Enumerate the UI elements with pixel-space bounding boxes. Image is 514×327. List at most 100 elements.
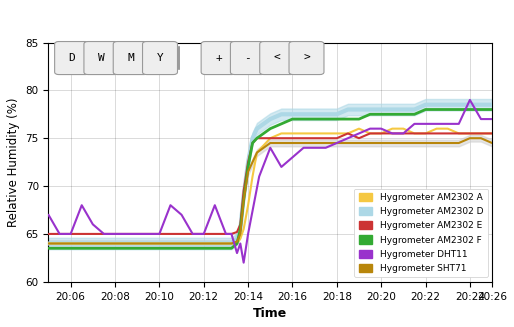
Hygrometer AM2302 F xyxy=(237,227,244,231)
Hygrometer AM2302 F xyxy=(249,141,255,145)
Hygrometer AM2302 E xyxy=(423,131,429,135)
Hygrometer AM2302 D xyxy=(289,112,296,116)
Hygrometer AM2302 E xyxy=(234,230,240,234)
Hygrometer SHT71 xyxy=(254,151,260,155)
Hygrometer AM2302 D xyxy=(112,242,118,246)
Hygrometer AM2302 D xyxy=(178,242,185,246)
Line: Hygrometer SHT71: Hygrometer SHT71 xyxy=(48,138,492,244)
Hygrometer DHT11 xyxy=(467,98,473,102)
Hygrometer SHT71 xyxy=(156,242,162,246)
Hygrometer AM2302 D xyxy=(389,108,395,112)
Hygrometer DHT11 xyxy=(256,175,262,179)
Hygrometer AM2302 D xyxy=(489,103,495,107)
Hygrometer AM2302 D xyxy=(456,103,462,107)
Hygrometer AM2302 D xyxy=(45,242,51,246)
Hygrometer DHT11 xyxy=(241,261,247,265)
Hygrometer AM2302 F xyxy=(400,112,407,116)
Hygrometer AM2302 E xyxy=(400,131,407,135)
Hygrometer SHT71 xyxy=(400,141,407,145)
Hygrometer AM2302 E xyxy=(433,131,439,135)
Hygrometer AM2302 A xyxy=(445,127,451,130)
Hygrometer AM2302 A xyxy=(278,131,284,135)
Hygrometer AM2302 F xyxy=(254,136,260,140)
Hygrometer AM2302 D xyxy=(301,112,307,116)
Hygrometer AM2302 A xyxy=(323,131,329,135)
Hygrometer AM2302 A xyxy=(400,127,407,130)
Hygrometer AM2302 E xyxy=(245,160,251,164)
Hygrometer AM2302 A xyxy=(389,127,395,130)
Hygrometer AM2302 A xyxy=(311,131,318,135)
Hygrometer SHT71 xyxy=(237,232,244,236)
Hygrometer DHT11 xyxy=(345,136,351,140)
Hygrometer DHT11 xyxy=(334,141,340,145)
Line: Hygrometer AM2302 D: Hygrometer AM2302 D xyxy=(48,105,492,244)
Hygrometer AM2302 F xyxy=(478,108,484,112)
Hygrometer SHT71 xyxy=(249,160,255,164)
Hygrometer DHT11 xyxy=(378,127,384,130)
Hygrometer AM2302 D xyxy=(200,242,207,246)
Hygrometer AM2302 F xyxy=(134,246,140,250)
Hygrometer AM2302 A xyxy=(367,131,373,135)
Hygrometer AM2302 F xyxy=(301,117,307,121)
Hygrometer AM2302 D xyxy=(228,242,234,246)
Hygrometer AM2302 A xyxy=(267,136,273,140)
Hygrometer SHT71 xyxy=(433,141,439,145)
Hygrometer AM2302 D xyxy=(356,108,362,112)
Hygrometer DHT11 xyxy=(67,232,74,236)
Hygrometer AM2302 F xyxy=(456,108,462,112)
Hygrometer AM2302 A xyxy=(433,127,439,130)
Hygrometer SHT71 xyxy=(367,141,373,145)
Line: Hygrometer AM2302 F: Hygrometer AM2302 F xyxy=(48,110,492,248)
Hygrometer AM2302 D xyxy=(323,112,329,116)
Hygrometer AM2302 F xyxy=(45,246,51,250)
Hygrometer AM2302 F xyxy=(367,112,373,116)
Hygrometer DHT11 xyxy=(45,213,51,217)
Hygrometer AM2302 F xyxy=(200,246,207,250)
Hygrometer DHT11 xyxy=(356,131,362,135)
Hygrometer AM2302 E xyxy=(301,136,307,140)
Hygrometer SHT71 xyxy=(267,141,273,145)
Hygrometer AM2302 E xyxy=(241,189,247,193)
X-axis label: Time: Time xyxy=(253,307,287,320)
Hygrometer AM2302 F xyxy=(223,246,229,250)
Hygrometer AM2302 F xyxy=(345,117,351,121)
Hygrometer DHT11 xyxy=(112,232,118,236)
Hygrometer AM2302 D xyxy=(234,237,240,241)
Hygrometer AM2302 D xyxy=(241,194,247,198)
Hygrometer AM2302 E xyxy=(134,232,140,236)
Hygrometer AM2302 D xyxy=(445,103,451,107)
Hygrometer AM2302 A xyxy=(134,242,140,246)
Hygrometer SHT71 xyxy=(301,141,307,145)
Hygrometer AM2302 E xyxy=(90,232,96,236)
Hygrometer AM2302 D xyxy=(467,103,473,107)
Hygrometer AM2302 A xyxy=(378,131,384,135)
Hygrometer AM2302 F xyxy=(356,117,362,121)
Hygrometer DHT11 xyxy=(250,203,256,207)
Hygrometer DHT11 xyxy=(234,251,240,255)
Hygrometer AM2302 D xyxy=(254,127,260,130)
Hygrometer AM2302 A xyxy=(156,242,162,246)
Text: +: + xyxy=(215,53,222,63)
Hygrometer AM2302 F xyxy=(156,246,162,250)
Hygrometer AM2302 D xyxy=(223,242,229,246)
Hygrometer DHT11 xyxy=(411,122,417,126)
Hygrometer AM2302 D xyxy=(278,112,284,116)
Y-axis label: Relative Humidity (%): Relative Humidity (%) xyxy=(7,97,20,227)
Hygrometer AM2302 E xyxy=(289,136,296,140)
Hygrometer SHT71 xyxy=(90,242,96,246)
Hygrometer AM2302 F xyxy=(112,246,118,250)
Hygrometer AM2302 F xyxy=(334,117,340,121)
Hygrometer AM2302 A xyxy=(289,131,296,135)
Hygrometer AM2302 D xyxy=(378,108,384,112)
Hygrometer AM2302 E xyxy=(156,232,162,236)
Hygrometer SHT71 xyxy=(456,141,462,145)
Hygrometer SHT71 xyxy=(345,141,351,145)
Hygrometer DHT11 xyxy=(489,117,495,121)
Hygrometer AM2302 F xyxy=(234,242,240,246)
Hygrometer AM2302 E xyxy=(311,136,318,140)
Hygrometer SHT71 xyxy=(389,141,395,145)
Hygrometer AM2302 A xyxy=(356,127,362,130)
Hygrometer AM2302 F xyxy=(228,246,234,250)
Hygrometer AM2302 E xyxy=(334,136,340,140)
Hygrometer AM2302 E xyxy=(67,232,74,236)
